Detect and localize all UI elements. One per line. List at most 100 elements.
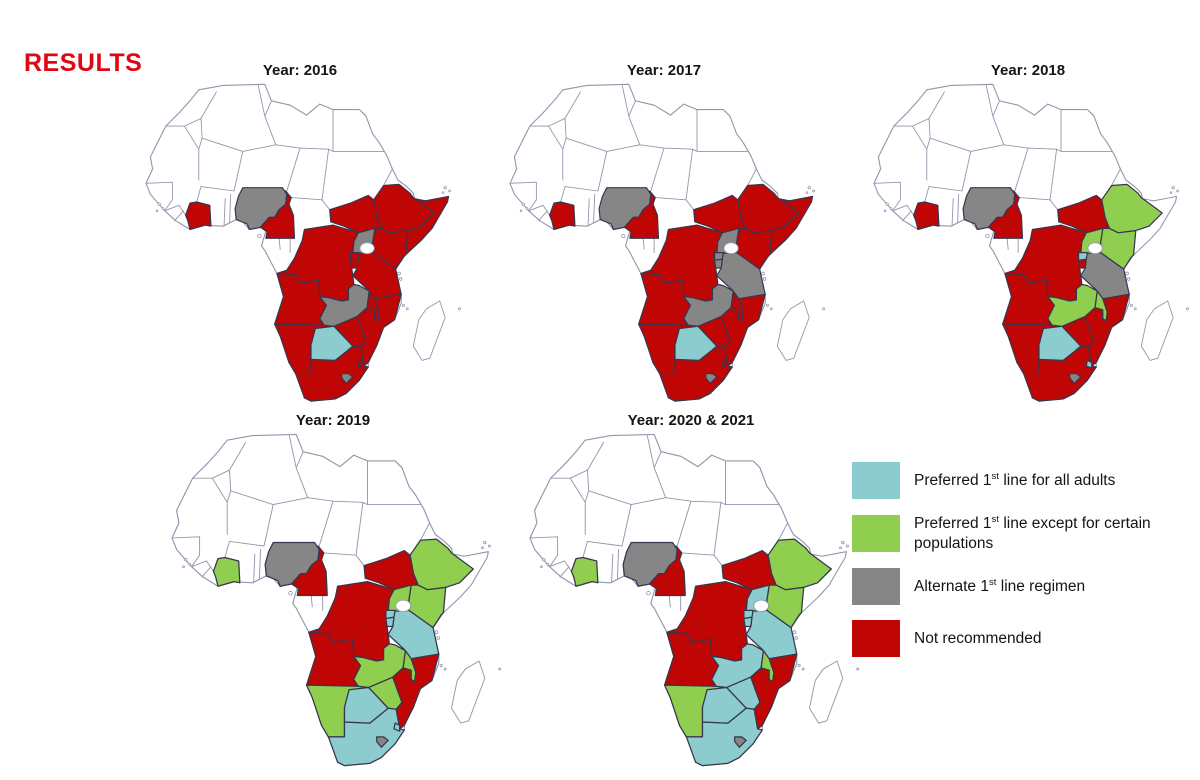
island-dot — [1125, 271, 1129, 276]
country-cote-divoire — [912, 201, 940, 231]
island-dot — [161, 207, 165, 210]
map-year-2020-2021: Year: 2020 & 2021 — [510, 412, 872, 776]
legend-item-alternate: Alternate 1st line regimen — [852, 567, 1198, 605]
country-inner-borders — [145, 84, 415, 254]
island-dot — [1133, 307, 1137, 311]
country-eswatini — [393, 722, 401, 732]
island-dot — [839, 546, 842, 550]
lake-victoria — [359, 242, 375, 255]
legend: Preferred 1st line for all adults Prefer… — [852, 462, 1198, 672]
legend-swatch-preferred-except — [852, 514, 900, 552]
island-dot — [481, 546, 484, 550]
country-madagascar — [450, 660, 486, 724]
country-lesotho — [376, 736, 389, 748]
island-dot — [257, 233, 262, 239]
island-dot — [883, 209, 887, 213]
lake-victoria — [395, 599, 412, 613]
island-dot — [805, 191, 809, 194]
island-dot — [889, 207, 893, 210]
country-cameroon — [987, 190, 1024, 239]
legend-label-preferred-all: Preferred 1st line for all adults — [914, 471, 1115, 491]
country-cote-divoire — [184, 201, 212, 231]
island-dot — [845, 544, 849, 548]
island-dot — [188, 562, 192, 566]
page-title: RESULTS — [24, 48, 143, 77]
country-cote-divoire — [212, 556, 241, 587]
legend-label-text: Preferred 1 — [914, 515, 992, 533]
island-dot — [487, 544, 491, 548]
country-inner-borders — [529, 435, 812, 611]
island-dot — [797, 664, 801, 668]
legend-label-sup: st — [988, 576, 997, 588]
legend-label-text: line except for certain populations — [914, 515, 1151, 552]
legend-label-not-recommended: Not recommended — [914, 629, 1042, 649]
island-dot — [792, 630, 797, 635]
country-malawi — [760, 650, 775, 683]
country-burundi — [385, 616, 395, 628]
island-dot — [885, 202, 889, 206]
country-burundi — [1077, 258, 1087, 269]
country-malawi — [730, 290, 744, 322]
island-dot — [546, 562, 550, 566]
island-dot — [985, 233, 990, 239]
legend-label-text: Not recommended — [914, 629, 1042, 647]
island-dot — [288, 590, 293, 596]
legend-swatch-preferred-all — [852, 462, 900, 499]
island-dot — [521, 202, 525, 206]
island-dot — [822, 307, 825, 311]
lake-victoria — [1087, 242, 1103, 255]
legend-label-text: line regimen — [996, 577, 1086, 595]
legend-item-preferred-all: Preferred 1st line for all adults — [852, 462, 1198, 499]
island-dot — [1171, 186, 1175, 190]
island-dot — [434, 630, 439, 635]
country-cote-divoire — [548, 201, 576, 231]
island-dot — [443, 186, 447, 190]
map-year-2019: Year: 2019 — [152, 412, 514, 776]
legend-label-alternate: Alternate 1st line regimen — [914, 577, 1085, 597]
island-dot — [765, 303, 769, 307]
legend-item-not-recommended: Not recommended — [852, 619, 1198, 657]
africa-map-2019 — [171, 433, 502, 767]
island-dot — [1176, 189, 1179, 193]
map-title-2020-2021: Year: 2020 & 2021 — [627, 412, 755, 429]
legend-swatch-not-recommended — [852, 619, 900, 657]
island-dot — [498, 667, 502, 671]
island-dot — [448, 189, 451, 193]
island-dot — [1129, 303, 1133, 307]
africa-map-2017 — [509, 83, 825, 402]
island-dot — [621, 233, 626, 239]
country-cameroon — [623, 190, 660, 239]
legend-label-sup: st — [991, 514, 1000, 525]
legend-label-text: Alternate 1 — [914, 577, 989, 595]
island-dot — [398, 277, 403, 281]
country-inner-borders — [171, 435, 454, 611]
map-year-2016: Year: 2016 — [124, 62, 476, 411]
island-dot — [794, 636, 799, 640]
island-dot — [1126, 277, 1131, 281]
island-dot — [443, 667, 447, 671]
island-dot — [182, 565, 185, 569]
country-lesotho — [734, 736, 747, 748]
country-madagascar — [776, 300, 810, 361]
country-burundi — [743, 616, 753, 628]
legend-swatch-alternate — [852, 567, 900, 605]
country-malawi — [1094, 290, 1108, 322]
legend-item-preferred-except: Preferred 1st line except for certain po… — [852, 514, 1198, 553]
island-dot — [397, 271, 401, 276]
island-dot — [439, 664, 443, 668]
country-malawi — [366, 290, 380, 322]
island-dot — [441, 191, 445, 194]
map-title-2019: Year: 2019 — [295, 412, 371, 429]
country-lesotho — [1069, 372, 1082, 385]
country-madagascar — [808, 660, 844, 724]
island-dot — [812, 189, 815, 193]
map-title-2018: Year: 2018 — [990, 62, 1066, 79]
legend-label-text: Preferred 1 — [914, 471, 992, 489]
country-eswatini — [721, 359, 729, 369]
africa-map-2018 — [873, 83, 1189, 402]
island-dot — [856, 667, 860, 671]
country-cameroon — [290, 545, 328, 597]
country-cameroon — [259, 190, 296, 239]
country-eswatini — [357, 359, 365, 369]
map-year-2018: Year: 2018 — [852, 62, 1200, 411]
